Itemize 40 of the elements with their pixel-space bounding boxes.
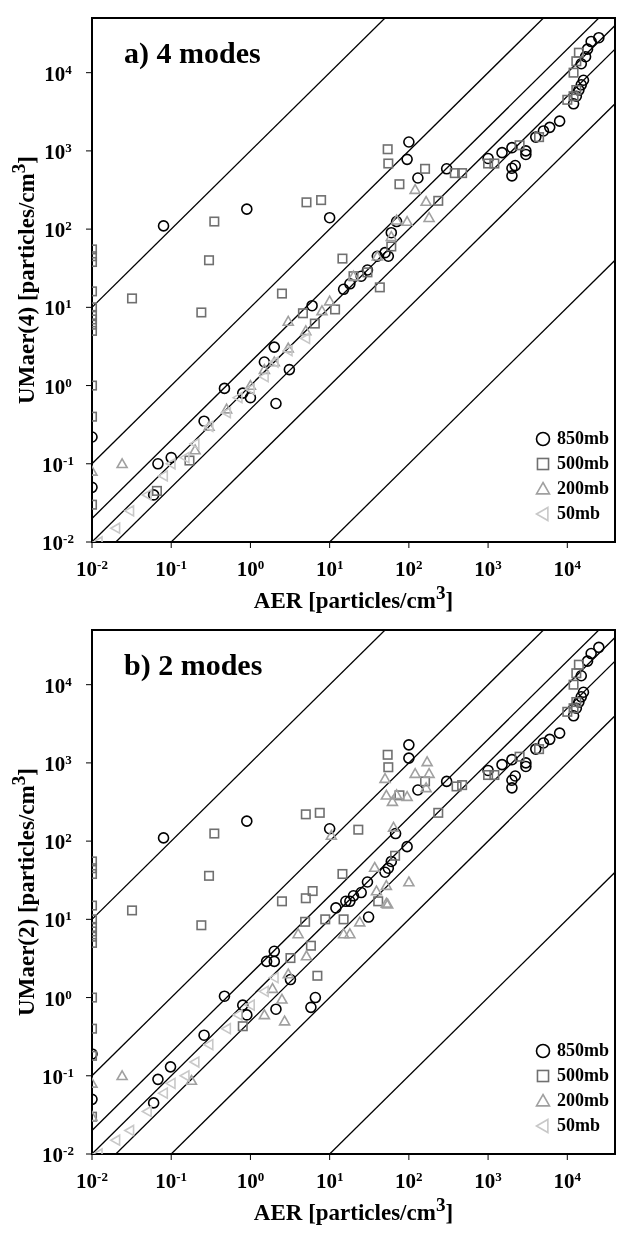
y-tick-label: 10$^{0}$ (44, 374, 73, 399)
x-tick-label: 10$^{3}$ (474, 1168, 503, 1193)
y-tick-label: 10$^{3}$ (44, 751, 73, 776)
x-tick-label: 10$^{1}$ (315, 556, 344, 581)
text: a) 4 modes (124, 36, 261, 70)
y-tick-label: 10$^{1}$ (44, 907, 72, 933)
legend-label: 200mb (556, 1090, 609, 1111)
y-tick-label: 10$^{0}$ (44, 986, 73, 1011)
x-tick-label: 10$^{0}$ (236, 556, 265, 581)
legend-label: 850mb (556, 1040, 609, 1061)
legend-label: 50mb (556, 503, 600, 524)
x-tick-label: 10$^{-1}$ (155, 1168, 188, 1193)
legend-label: 200mb (556, 478, 609, 499)
y-tick-label: 10$^{2}$ (44, 217, 72, 243)
y-tick-label: 10$^{4}$ (44, 61, 73, 86)
x-axis-title: AER [particles/cm$^{3}$] (252, 1194, 455, 1226)
x-tick-label: 10$^{-2}$ (76, 556, 108, 581)
x-tick-label: 10$^{3}$ (474, 556, 503, 581)
x-tick-label: 10$^{-1}$ (155, 556, 188, 581)
legend-label: 500mb (556, 1065, 609, 1086)
x-tick-label: 10$^{4}$ (553, 556, 582, 581)
y-tick-label: 10$^{4}$ (44, 673, 73, 698)
x-tick-label: 10$^{-2}$ (76, 1168, 108, 1193)
y-tick-label: 10$^{1}$ (44, 295, 72, 321)
y-tick-label: 10$^{-1}$ (42, 1064, 74, 1089)
y-tick-label: 10$^{-2}$ (42, 1142, 74, 1167)
y-tick-label: 10$^{2}$ (44, 829, 72, 855)
x-tick-label: 10$^{0}$ (236, 1168, 265, 1193)
x-tick-label: 10$^{2}$ (395, 556, 423, 581)
y-tick-label: 10$^{-1}$ (42, 452, 74, 477)
x-axis-title: AER [particles/cm$^{3}$] (252, 582, 455, 614)
x-tick-label: 10$^{2}$ (395, 1168, 423, 1193)
x-tick-label: 10$^{1}$ (315, 1168, 344, 1193)
legend-label: 50mb (556, 1115, 600, 1136)
y-tick-label: 10$^{-2}$ (42, 530, 74, 555)
x-tick-label: 10$^{4}$ (553, 1168, 582, 1193)
legend-label: 850mb (556, 428, 609, 449)
legend-label: 500mb (556, 453, 609, 474)
y-tick-label: 10$^{3}$ (44, 139, 73, 164)
text: b) 2 modes (124, 648, 263, 682)
